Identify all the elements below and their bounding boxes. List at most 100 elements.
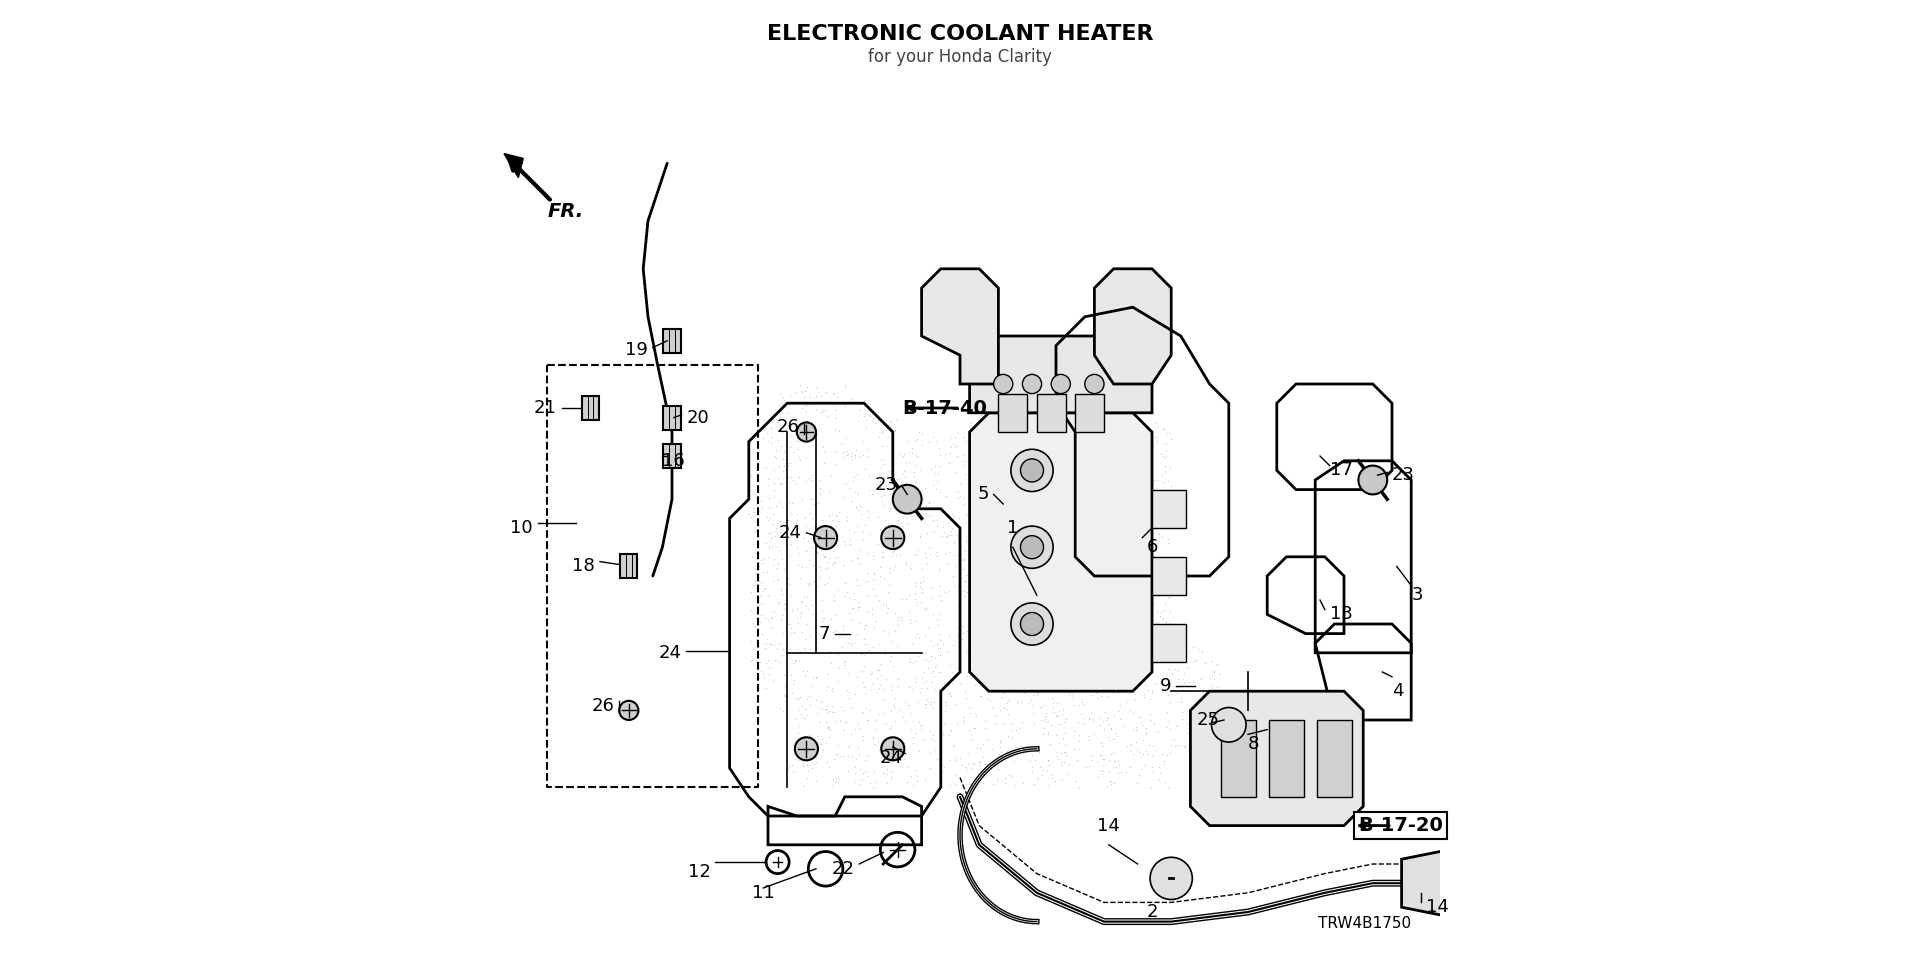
Point bbox=[856, 729, 887, 744]
Point bbox=[785, 570, 816, 586]
Point bbox=[1043, 437, 1073, 452]
Point bbox=[1117, 440, 1148, 455]
Point bbox=[1169, 675, 1200, 690]
Point bbox=[801, 611, 831, 626]
Point bbox=[1043, 531, 1073, 546]
Point bbox=[1148, 447, 1179, 463]
Point bbox=[962, 504, 993, 519]
Point bbox=[774, 650, 804, 665]
Point bbox=[1108, 425, 1139, 441]
Point bbox=[1037, 504, 1068, 519]
Point bbox=[806, 532, 837, 547]
Point bbox=[837, 701, 868, 716]
Point bbox=[1058, 639, 1089, 655]
Point bbox=[1041, 463, 1071, 478]
Point bbox=[1079, 589, 1110, 605]
Point bbox=[1152, 705, 1183, 720]
Text: 4: 4 bbox=[1392, 683, 1404, 700]
Text: 24: 24 bbox=[879, 750, 902, 767]
Point bbox=[1140, 614, 1171, 630]
Point bbox=[970, 481, 1000, 496]
Point bbox=[1146, 631, 1177, 646]
Point bbox=[1083, 414, 1114, 429]
Point bbox=[1031, 714, 1062, 730]
Point bbox=[1060, 660, 1091, 675]
Point bbox=[1096, 641, 1127, 657]
Point bbox=[975, 535, 1006, 550]
Point bbox=[795, 641, 826, 657]
Point bbox=[922, 513, 952, 528]
Point bbox=[801, 670, 831, 685]
Point bbox=[768, 687, 799, 703]
Point bbox=[1056, 689, 1087, 705]
Point bbox=[1060, 532, 1091, 547]
Point bbox=[868, 518, 899, 534]
Point bbox=[995, 520, 1025, 536]
Point bbox=[753, 652, 783, 667]
Point bbox=[870, 596, 900, 612]
Point bbox=[781, 615, 812, 631]
Point bbox=[781, 539, 812, 554]
Point bbox=[1085, 674, 1116, 689]
Point bbox=[1083, 446, 1114, 462]
Point bbox=[885, 470, 916, 486]
Point bbox=[1119, 549, 1150, 564]
Point bbox=[837, 612, 868, 627]
Point bbox=[906, 426, 937, 442]
Point bbox=[1152, 719, 1183, 734]
Point bbox=[1190, 656, 1221, 671]
Point bbox=[843, 740, 874, 756]
Point bbox=[1002, 405, 1033, 420]
Point bbox=[1125, 572, 1156, 588]
Point bbox=[860, 738, 891, 754]
Point bbox=[877, 678, 908, 693]
Point bbox=[772, 743, 803, 758]
Point bbox=[864, 636, 895, 652]
Point bbox=[1162, 680, 1192, 695]
Point bbox=[1021, 685, 1052, 701]
Point bbox=[803, 495, 833, 511]
Point bbox=[1081, 400, 1112, 416]
Point bbox=[1106, 596, 1137, 612]
Point bbox=[847, 706, 877, 721]
Point bbox=[1110, 412, 1140, 427]
Point bbox=[1190, 684, 1221, 699]
Point bbox=[793, 576, 824, 591]
Polygon shape bbox=[1190, 691, 1363, 826]
Point bbox=[1035, 629, 1066, 644]
Point bbox=[1073, 497, 1104, 513]
Point bbox=[747, 555, 778, 570]
Point bbox=[1114, 500, 1144, 516]
Point bbox=[1160, 634, 1190, 649]
Point bbox=[864, 559, 895, 574]
Point bbox=[1083, 421, 1114, 437]
Point bbox=[1004, 651, 1035, 666]
Point bbox=[824, 583, 854, 598]
Point bbox=[822, 513, 852, 528]
Point bbox=[776, 536, 806, 551]
Point bbox=[912, 499, 943, 515]
Point bbox=[1033, 421, 1064, 437]
Point bbox=[966, 455, 996, 470]
Point bbox=[1000, 659, 1031, 674]
Point bbox=[1033, 713, 1064, 729]
Point bbox=[858, 639, 889, 655]
Point bbox=[768, 390, 799, 405]
Bar bbox=[1152, 490, 1187, 528]
Point bbox=[950, 761, 981, 777]
Point bbox=[941, 752, 972, 767]
Point bbox=[804, 701, 835, 716]
Point bbox=[929, 676, 960, 691]
Point bbox=[972, 404, 1002, 420]
Point bbox=[912, 600, 943, 615]
Point bbox=[795, 697, 826, 712]
Point bbox=[1096, 721, 1127, 736]
Point bbox=[924, 441, 954, 456]
Point bbox=[1169, 629, 1200, 644]
Point bbox=[1006, 414, 1037, 429]
Point bbox=[789, 642, 820, 658]
Point bbox=[979, 657, 1010, 672]
Bar bbox=[1152, 557, 1187, 595]
Point bbox=[877, 658, 908, 673]
Point bbox=[820, 518, 851, 534]
